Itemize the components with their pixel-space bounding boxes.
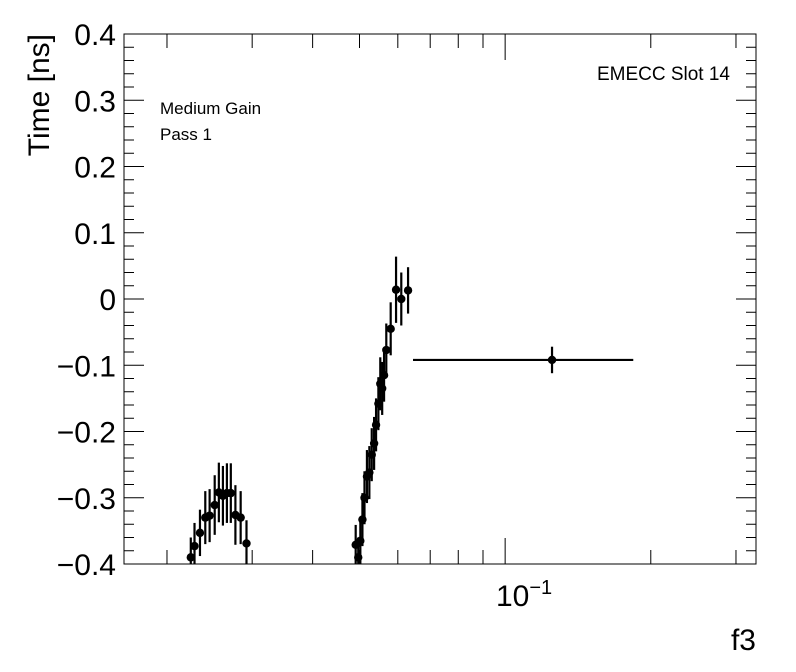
marker	[403, 286, 413, 295]
marker	[190, 541, 199, 551]
data-point	[236, 491, 245, 545]
data-point	[210, 475, 219, 535]
marker	[547, 355, 557, 365]
pass-annotation: Pass 1	[160, 125, 212, 144]
y-tick-labels: 0.4 0.3 0.2 0.1 0 −0.1 −0.2 −0.3 −0.4	[57, 19, 116, 582]
gain-annotation: Medium Gain	[160, 99, 261, 118]
marker	[386, 324, 395, 334]
y-tick-label: −0.4	[57, 549, 116, 582]
data-points	[186, 256, 634, 564]
marker	[195, 528, 205, 538]
axis-ticks	[124, 33, 756, 565]
data-point	[413, 346, 634, 374]
data-point	[190, 522, 199, 564]
marker	[210, 500, 219, 510]
y-axis-label: Time [ns]	[23, 34, 56, 156]
y-tick-label: −0.2	[57, 417, 116, 450]
y-tick-label: 0.4	[74, 19, 116, 52]
data-point	[205, 489, 214, 543]
data-point	[391, 256, 401, 323]
y-tick-label: 0	[99, 284, 116, 317]
data-point	[226, 463, 236, 523]
data-point	[382, 323, 391, 377]
data-point	[397, 272, 406, 326]
marker	[242, 539, 251, 548]
data-point	[386, 302, 395, 356]
marker	[382, 345, 391, 355]
slot-annotation: EMECC Slot 14	[597, 64, 730, 85]
marker	[391, 285, 401, 294]
data-point	[186, 537, 195, 564]
x-tick-label: 10−1	[496, 577, 552, 613]
marker	[236, 513, 245, 522]
y-tick-label: 0.3	[74, 85, 116, 118]
y-tick-label: 0.1	[74, 218, 116, 251]
marker	[226, 488, 236, 498]
x-axis-label: f3	[731, 624, 756, 657]
data-point	[195, 509, 205, 557]
y-tick-label: 0.2	[74, 152, 116, 185]
marker	[186, 553, 195, 562]
y-tick-label: −0.3	[57, 483, 116, 516]
data-point	[403, 267, 413, 314]
marker	[205, 511, 214, 520]
y-tick-label: −0.1	[57, 350, 116, 383]
data-point	[242, 520, 251, 564]
marker	[397, 294, 406, 304]
